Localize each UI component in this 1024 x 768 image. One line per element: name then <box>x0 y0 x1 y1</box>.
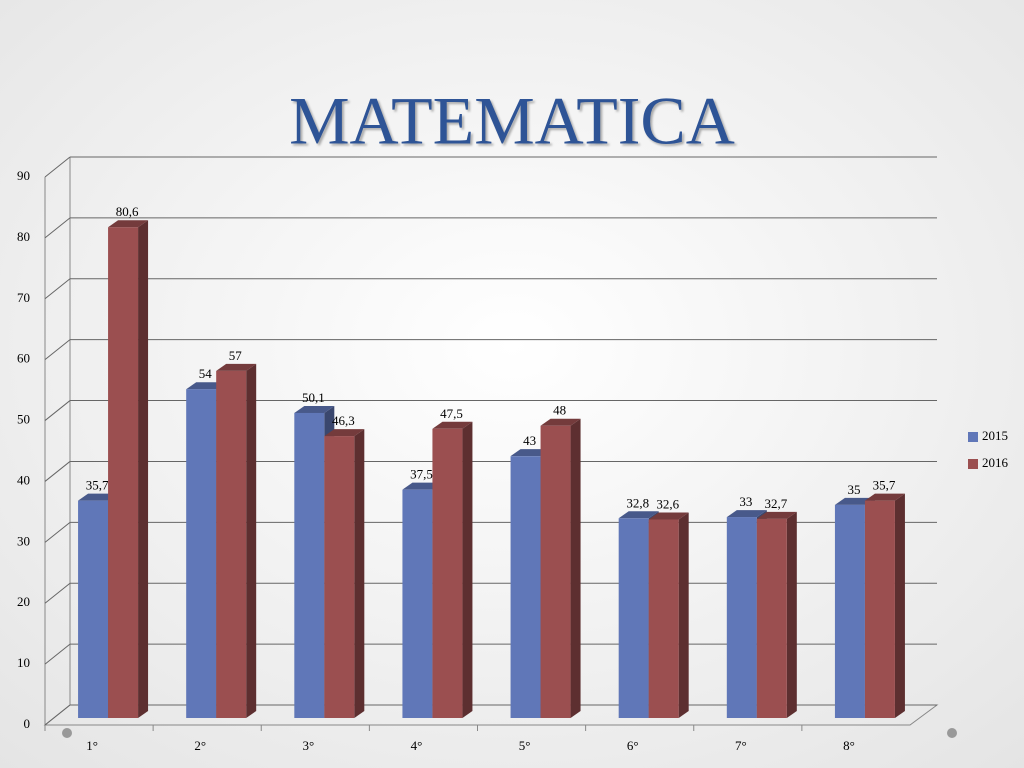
bar <box>324 436 355 718</box>
value-label: 35 <box>847 482 860 497</box>
value-label: 32,7 <box>764 496 787 511</box>
value-label: 43 <box>523 433 536 448</box>
value-label: 57 <box>229 348 243 363</box>
bar-side <box>570 418 581 718</box>
grid-line-side <box>44 582 71 604</box>
bar <box>726 517 757 718</box>
bar <box>864 500 895 718</box>
value-label: 32,8 <box>626 495 649 510</box>
x-tick-label: 3° <box>302 738 314 753</box>
y-tick-label: 70 <box>17 290 30 305</box>
value-label: 50,1 <box>302 390 325 405</box>
decoration <box>947 728 957 738</box>
bar-top <box>540 418 581 426</box>
value-label: 80,6 <box>116 204 139 219</box>
bar <box>294 412 325 718</box>
value-label: 47,5 <box>440 406 463 421</box>
y-tick-label: 50 <box>17 412 30 427</box>
bar-top <box>432 421 473 429</box>
legend-swatch <box>968 432 978 442</box>
bar <box>756 518 787 718</box>
bar <box>78 500 109 718</box>
bar-side <box>354 429 365 718</box>
bar <box>834 504 865 718</box>
bar-side <box>246 363 257 718</box>
value-label: 37,5 <box>410 467 433 482</box>
value-label: 54 <box>199 366 213 381</box>
bar-top <box>294 405 335 413</box>
x-tick-label: 2° <box>194 738 206 753</box>
grid-line-side <box>44 643 71 665</box>
bar-top <box>618 511 659 519</box>
x-tick-label: 1° <box>86 738 98 753</box>
bar-top <box>108 220 149 228</box>
bar-side <box>462 421 473 718</box>
y-tick-label: 0 <box>24 716 31 731</box>
value-label: 32,6 <box>656 496 679 511</box>
bar-top <box>216 363 257 371</box>
chart-title: MATEMATICA <box>289 83 735 159</box>
bar-top <box>726 510 767 518</box>
y-tick-label: 20 <box>17 594 30 609</box>
value-label: 33 <box>739 494 752 509</box>
bar-side <box>894 493 905 718</box>
bar-top <box>864 493 905 501</box>
legend-label: 2016 <box>982 455 1009 470</box>
x-tick-label: 7° <box>735 738 747 753</box>
value-label: 46,3 <box>332 413 355 428</box>
x-tick-label: 8° <box>843 738 855 753</box>
grid-line-side <box>44 461 71 482</box>
value-label: 48 <box>553 403 566 418</box>
bar <box>402 489 433 718</box>
x-tick-label: 6° <box>627 738 639 753</box>
bar-side <box>678 512 689 718</box>
grid-line-side <box>44 278 71 300</box>
bar <box>540 425 571 718</box>
bar-side <box>138 220 149 719</box>
x-tick-label: 5° <box>519 738 531 753</box>
bar <box>648 519 679 718</box>
grid-line-side <box>44 339 71 361</box>
bar-top <box>324 429 365 437</box>
bar-side <box>786 511 797 718</box>
y-tick-label: 80 <box>17 229 30 244</box>
legend-label: 2015 <box>982 428 1008 443</box>
bar <box>432 428 463 718</box>
value-label: 35,7 <box>86 478 109 493</box>
bar <box>510 456 541 718</box>
grid-line-side <box>44 217 71 239</box>
y-tick-label: 10 <box>17 655 30 670</box>
grid-line-side <box>44 704 71 726</box>
y-tick-label: 90 <box>17 168 30 183</box>
bar <box>108 227 139 719</box>
bar-top <box>756 511 797 519</box>
x-tick-label: 4° <box>411 738 423 753</box>
bar <box>186 389 217 718</box>
grid-line-side <box>44 156 71 178</box>
bar <box>216 370 247 718</box>
decoration <box>62 728 72 738</box>
legend-swatch <box>968 459 978 469</box>
bar <box>618 518 649 718</box>
bar-top <box>648 512 689 520</box>
y-tick-label: 60 <box>17 351 30 366</box>
y-tick-label: 30 <box>17 533 30 548</box>
grid-line-side <box>44 521 71 543</box>
value-label: 35,7 <box>873 478 896 493</box>
grid-line-side <box>44 400 71 421</box>
y-tick-label: 40 <box>17 472 30 487</box>
